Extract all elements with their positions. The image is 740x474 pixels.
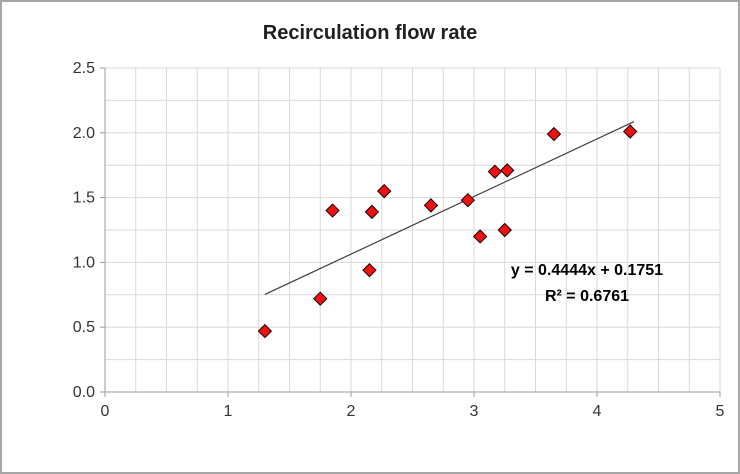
data-point-marker[interactable] — [364, 204, 380, 220]
y-tick-label: 0.0 — [73, 384, 95, 401]
data-point-marker[interactable] — [257, 323, 273, 339]
x-tick-label: 0 — [101, 403, 110, 420]
y-tick-label: 1.0 — [73, 254, 95, 271]
trendline[interactable] — [264, 121, 635, 295]
x-tick-label: 5 — [716, 403, 725, 420]
x-tick-label: 3 — [470, 403, 479, 420]
y-tick-label: 2.0 — [73, 125, 95, 142]
x-tick-label: 2 — [347, 403, 356, 420]
data-point-marker[interactable] — [500, 163, 515, 178]
data-point-marker[interactable] — [472, 229, 488, 244]
data-point-marker[interactable] — [623, 124, 638, 139]
data-point-marker[interactable] — [313, 291, 328, 306]
data-point-marker[interactable] — [460, 192, 476, 208]
data-point-marker[interactable] — [377, 183, 392, 199]
x-tick-label: 4 — [593, 403, 602, 420]
data-point-marker[interactable] — [497, 222, 512, 238]
y-tick-label: 1.5 — [73, 190, 95, 207]
chart-title: Recirculation flow rate — [262, 22, 478, 44]
trendline-annotation: y = 0.4444x + 0.1751 R² = 0.6761 — [457, 258, 717, 310]
trendline-r-squared-label: R² = 0.6761 — [544, 288, 630, 305]
x-tick-label: 1 — [224, 403, 233, 420]
data-point-marker[interactable] — [325, 203, 340, 218]
y-tick-label: 0.5 — [73, 319, 95, 336]
trendline-equation-label: y = 0.4444x + 0.1751 — [510, 262, 664, 279]
y-tick-label: 2.5 — [73, 60, 95, 77]
data-point-marker[interactable] — [362, 262, 377, 278]
data-point-marker[interactable] — [423, 198, 439, 213]
data-point-marker[interactable] — [487, 164, 503, 179]
data-point-marker[interactable] — [546, 126, 562, 142]
